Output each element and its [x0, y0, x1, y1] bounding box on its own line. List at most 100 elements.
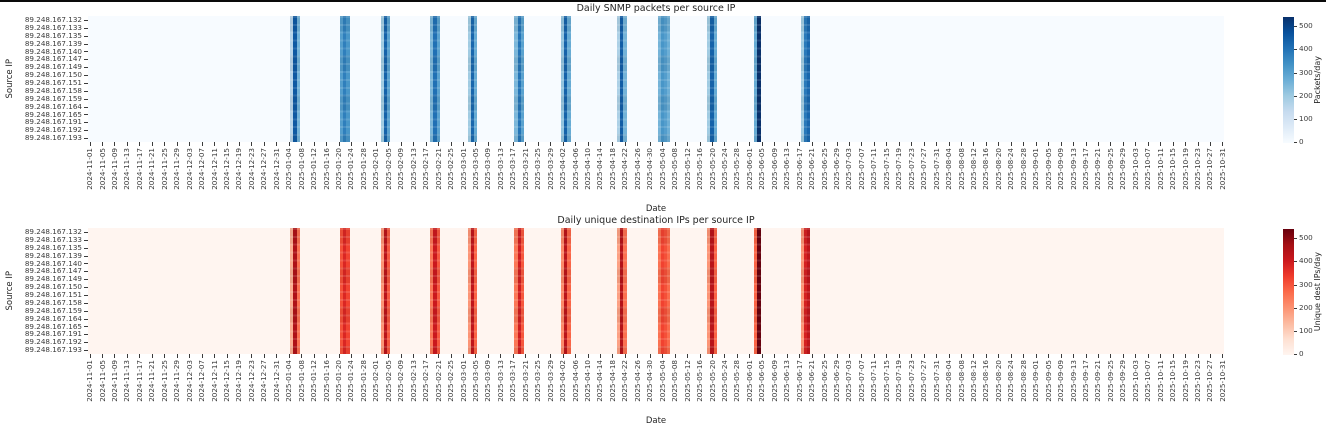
y-tick-mark	[84, 51, 88, 53]
x-tick-label: 2024-11-09	[109, 360, 119, 402]
x-tick-mark	[226, 142, 228, 146]
x-tick-label: 2025-10-19	[1180, 148, 1190, 190]
x-tick-label: 2024-11-21	[147, 360, 157, 402]
x-tick-mark	[151, 354, 153, 358]
heatmap-activity-stripe	[517, 228, 521, 354]
x-tick-label: 2025-01-04	[284, 148, 294, 190]
x-tick-mark	[425, 354, 427, 358]
x-tick-mark	[1048, 354, 1050, 358]
x-tick-label: 2025-02-01	[371, 360, 381, 402]
x-tick-label: 2024-12-15	[222, 148, 231, 190]
x-tick-label: 2025-07-23	[906, 360, 916, 402]
x-tick-mark	[114, 142, 116, 146]
x-tick-mark	[201, 354, 203, 358]
heatmap-activity-stripe	[620, 228, 624, 354]
x-tick-label: 2025-05-28	[732, 360, 742, 402]
y-tick-mark	[84, 342, 88, 344]
x-tick-mark	[238, 354, 240, 358]
colorbar-tick-mark	[1294, 95, 1297, 97]
x-tick-label: 2025-02-25	[446, 148, 456, 190]
x-tick-label: 2025-04-22	[620, 360, 630, 402]
x-tick-mark	[811, 142, 813, 146]
heatmap-activity-stripe	[340, 228, 344, 354]
x-tick-label: 2025-03-05	[470, 148, 480, 190]
x-tick-mark	[973, 354, 975, 358]
x-tick-label: 2025-08-24	[1006, 148, 1016, 190]
x-tick-mark	[350, 354, 352, 358]
x-tick-label: 2025-01-08	[296, 148, 306, 190]
heatmap-activity-stripe	[433, 16, 437, 142]
x-tick-mark	[363, 142, 365, 146]
x-tick-mark	[176, 142, 178, 146]
x-tick-mark	[1035, 354, 1037, 358]
x-tick-label: 2025-06-25	[819, 360, 829, 402]
colorbar-label-box: Packets/day	[1311, 17, 1324, 143]
colorbar-tick-label: 500	[1299, 21, 1313, 31]
x-tick-label: 2025-09-25	[1105, 360, 1115, 402]
y-tick-mark	[84, 122, 88, 124]
y-tick-label: 89.248.167.164	[24, 101, 82, 111]
colorbar-tick-label: 0	[1299, 137, 1304, 146]
y-tick-mark	[84, 326, 88, 328]
x-tick-mark	[786, 354, 788, 358]
x-tick-mark	[388, 142, 390, 146]
y-tick-mark	[84, 231, 88, 233]
heatmap-activity-stripe	[806, 228, 811, 354]
x-tick-mark	[599, 142, 601, 146]
x-tick-mark	[873, 354, 875, 358]
x-tick-label: 2025-10-11	[1155, 148, 1165, 190]
heatmap-activity-stripe	[754, 16, 758, 142]
heatmap-activity-stripe	[710, 16, 714, 142]
x-tick-mark	[1185, 354, 1187, 358]
x-tick-label: 2024-12-27	[259, 360, 269, 402]
heatmap-activity-stripe	[657, 228, 661, 354]
y-tick-mark	[84, 279, 88, 281]
x-tick-label: 2025-06-13	[782, 360, 792, 402]
x-tick-mark	[761, 354, 763, 358]
y-tick-label: 89.248.167.140	[24, 46, 82, 56]
heatmap-activity-stripe	[290, 228, 294, 354]
x-tick-mark	[774, 142, 776, 146]
x-tick-mark	[512, 142, 514, 146]
x-tick-mark	[824, 354, 826, 358]
x-tick-mark	[1085, 354, 1087, 358]
x-tick-label: 2025-02-05	[383, 360, 393, 402]
x-tick-label: 2025-04-18	[607, 360, 617, 402]
y-tick-mark	[84, 19, 88, 21]
y-tick-mark	[84, 67, 88, 69]
x-tick-mark	[836, 354, 838, 358]
x-tick-mark	[238, 142, 240, 146]
x-tick-label: 2025-01-28	[358, 360, 368, 402]
x-tick-label: 2025-08-16	[981, 360, 991, 402]
x-tick-label: 2025-02-05	[383, 148, 393, 190]
colorbar-tick-label: 200	[1299, 302, 1313, 312]
x-tick-label: 2025-06-21	[807, 148, 817, 190]
x-tick-mark	[811, 354, 813, 358]
x-tick-label: 2025-08-08	[956, 360, 966, 402]
x-tick-label: 2025-07-11	[869, 360, 879, 402]
x-tick-mark	[1222, 142, 1224, 146]
y-tick-mark	[84, 75, 88, 77]
x-tick-label: 2024-12-15	[222, 360, 231, 402]
heatmap-activity-stripe	[707, 228, 711, 354]
x-tick-label: 2025-04-22	[620, 148, 630, 190]
x-tick-label: 2025-06-25	[819, 148, 829, 190]
x-tick-mark	[1060, 142, 1062, 146]
x-tick-label: 2025-03-17	[508, 148, 518, 190]
y-tick-label: 89.248.167.193	[24, 345, 82, 355]
x-tick-label: 2025-10-19	[1180, 360, 1190, 402]
x-tick-label: 2025-04-02	[558, 148, 568, 190]
x-tick-mark	[637, 354, 639, 358]
x-tick-label: 2025-05-08	[670, 148, 680, 190]
x-tick-label: 2024-11-25	[159, 360, 169, 402]
x-tick-mark	[301, 142, 303, 146]
x-tick-label: 2025-05-24	[719, 148, 729, 190]
colorbar-tick-mark	[1294, 26, 1297, 28]
x-tick-mark	[861, 142, 863, 146]
x-tick-mark	[102, 142, 103, 146]
x-tick-label: 2025-08-20	[993, 360, 1003, 402]
x-tick-mark	[936, 142, 938, 146]
x-tick-mark	[1160, 142, 1162, 146]
x-tick-mark	[786, 142, 788, 146]
x-tick-label: 2025-05-20	[707, 360, 717, 402]
